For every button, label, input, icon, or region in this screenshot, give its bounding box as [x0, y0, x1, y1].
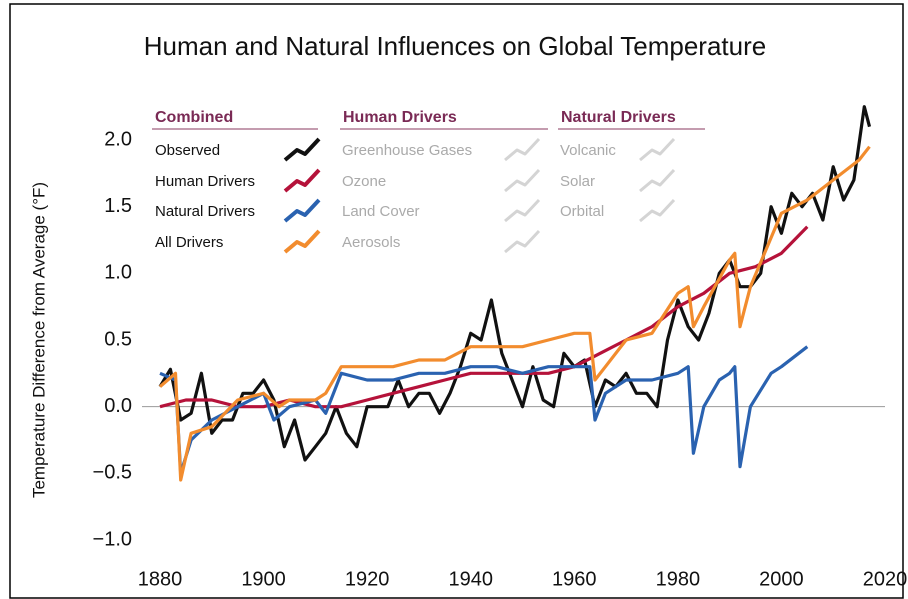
- y-axis-label: Temperature Difference from Average (°F): [29, 182, 48, 498]
- legend-icon: [283, 137, 321, 162]
- legend-label-inactive: Volcanic: [560, 142, 616, 159]
- x-tick-label: 1940: [448, 568, 493, 590]
- legend-icon: [504, 137, 541, 162]
- x-tick-label: 1880: [138, 568, 183, 590]
- legend-icon: [504, 229, 541, 254]
- legend-label-inactive: Greenhouse Gases: [342, 142, 472, 159]
- legend-label: All Drivers: [155, 234, 223, 251]
- legend-group-title: Human Drivers: [343, 109, 457, 126]
- series-line: [159, 225, 809, 409]
- legend-icon: [504, 168, 541, 193]
- legend-icon: [283, 198, 321, 223]
- x-tick-label: 2020: [863, 568, 908, 590]
- legend-label-inactive: Solar: [560, 173, 595, 190]
- y-tick-label: −1.0: [93, 528, 132, 550]
- y-tick-label: 2.0: [104, 128, 132, 150]
- y-tick-label: 1.5: [104, 195, 132, 217]
- y-tick-label: 1.0: [104, 262, 132, 284]
- series-line: [158, 105, 872, 462]
- y-tick-label: 0.5: [104, 328, 132, 350]
- x-tick-label: 1920: [345, 568, 390, 590]
- x-tick-label: 2000: [759, 568, 804, 590]
- y-tick-label: −0.5: [93, 462, 132, 484]
- legend-icon: [504, 198, 541, 223]
- legend-icon: [639, 198, 676, 223]
- legend-label: Natural Drivers: [155, 203, 255, 220]
- legend-label-inactive: Orbital: [560, 203, 604, 220]
- chart-title: Human and Natural Influences on Global T…: [144, 31, 766, 61]
- legend-label-inactive: Land Cover: [342, 203, 420, 220]
- legend-group-title: Natural Drivers: [561, 109, 676, 126]
- legend-group-title: Combined: [155, 109, 233, 126]
- series-line: [158, 145, 871, 482]
- x-tick-label: 1900: [241, 568, 286, 590]
- series-line: [159, 345, 809, 475]
- legend-icon: [283, 229, 321, 254]
- y-tick-label: 0.0: [104, 395, 132, 417]
- legend-label: Observed: [155, 142, 220, 159]
- x-tick-label: 1960: [552, 568, 597, 590]
- legend-icon: [283, 168, 321, 193]
- legend-icon: [639, 137, 676, 162]
- legend-label-inactive: Aerosols: [342, 234, 400, 251]
- legend-label: Human Drivers: [155, 173, 255, 190]
- x-tick-label: 1980: [656, 568, 701, 590]
- legend-label-inactive: Ozone: [342, 173, 386, 190]
- legend-icon: [639, 168, 676, 193]
- frame: [9, 3, 904, 599]
